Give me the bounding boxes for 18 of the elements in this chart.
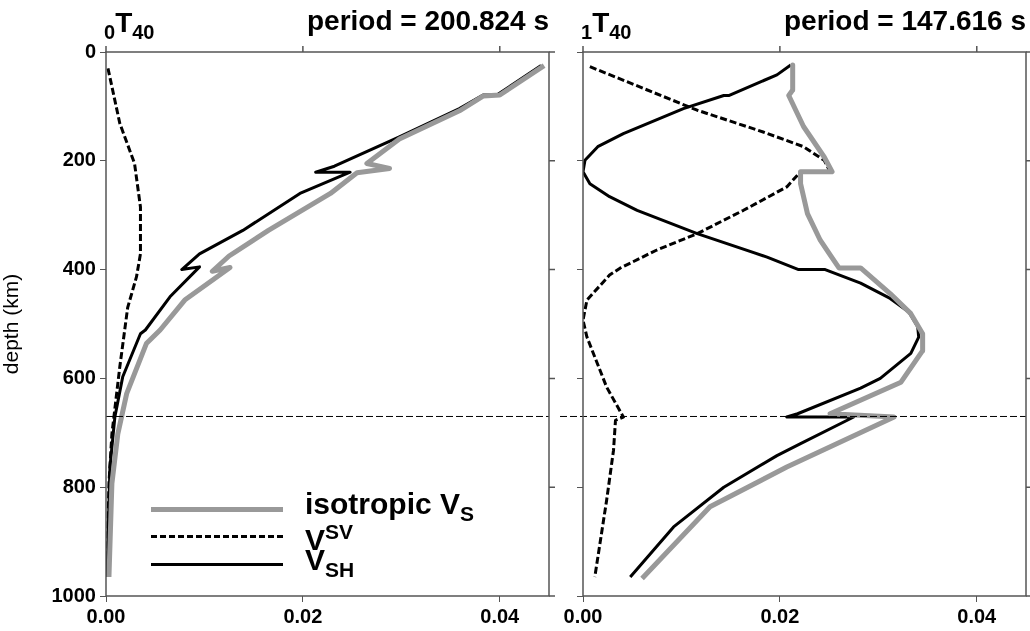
- y-axis-title: depth (km): [0, 273, 23, 375]
- y-tick-label: 600: [62, 365, 96, 388]
- chart-subtitle: period = 147.616 s: [783, 5, 1026, 36]
- y-tick-label: 800: [62, 474, 96, 497]
- y-tick-label: 0: [84, 39, 96, 62]
- y-tick-label: 200: [62, 148, 96, 171]
- x-tick-label: 0.02: [760, 604, 800, 627]
- x-tick-label: 0.04: [480, 604, 521, 627]
- x-tick-label: 0.04: [957, 604, 998, 627]
- chart-title: $_{0}$T$_{40}$: [104, 7, 155, 45]
- y-tick-label: 400: [62, 257, 96, 280]
- x-tick-label: 0.02: [283, 604, 323, 627]
- chart-subtitle: period = 200.824 s: [306, 5, 549, 36]
- legend-label: isotropic V$_{S}$: [305, 487, 475, 525]
- chart-title: $_{1}$T$_{40}$: [581, 7, 632, 45]
- x-tick-label: 0.00: [563, 604, 603, 627]
- y-tick-label: 1000: [51, 583, 96, 606]
- x-tick-label: 0.00: [86, 604, 126, 627]
